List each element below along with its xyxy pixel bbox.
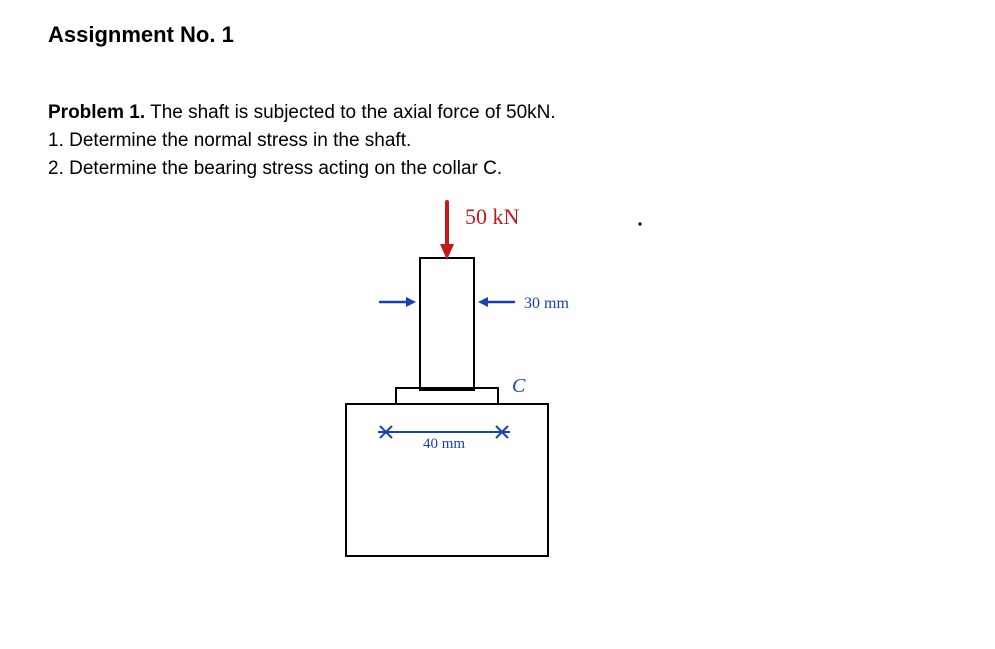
assignment-title: Assignment No. 1 xyxy=(48,22,234,48)
problem-text: The shaft is subjected to the axial forc… xyxy=(145,102,556,123)
question-2: 2. Determine the bearing stress acting o… xyxy=(48,156,502,182)
shaft-collar-diagram: 50 kN 30 mm 40 mm C xyxy=(0,0,995,649)
shaft-diameter-label: 30 mm xyxy=(524,295,569,312)
force-label: 50 kN xyxy=(465,204,520,229)
collar-label: C xyxy=(512,375,526,397)
problem-statement: Problem 1. The shaft is subjected to the… xyxy=(48,100,556,126)
problem-label: Problem 1. xyxy=(48,102,145,123)
base-width-label: 40 mm xyxy=(423,436,465,452)
question-1: 1. Determine the normal stress in the sh… xyxy=(48,128,411,154)
